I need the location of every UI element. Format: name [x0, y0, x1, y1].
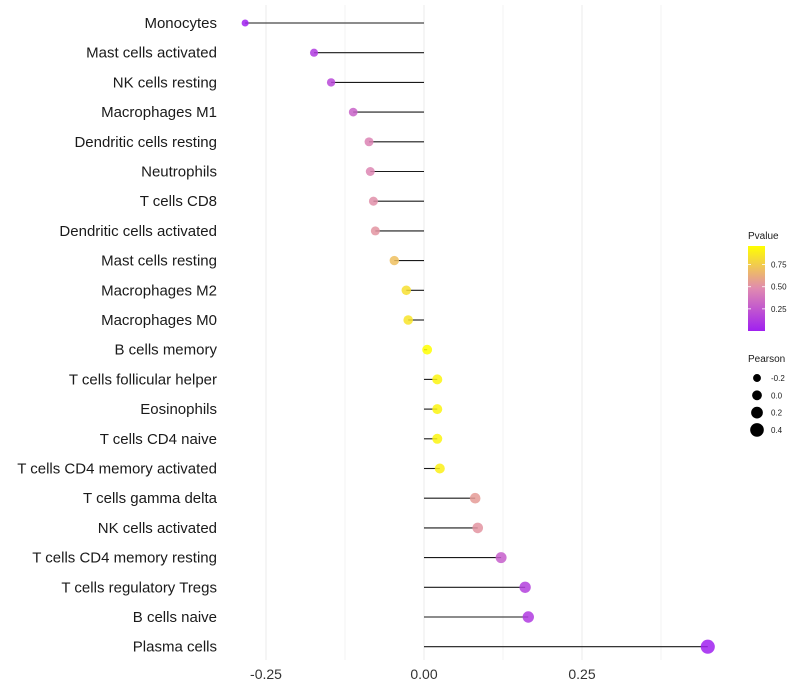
lollipop-dot: [422, 344, 433, 355]
x-axis-tick-labels: -0.25 0.00 0.25: [250, 666, 596, 682]
lollipop-dot: [370, 226, 380, 236]
y-axis-label: Macrophages M2: [101, 282, 217, 299]
y-axis-label: Eosinophils: [140, 401, 217, 418]
lollipop-dot: [432, 374, 443, 385]
lollipop-dot: [495, 552, 507, 564]
size-legend-label: -0.2: [771, 374, 785, 383]
lollipop-dot: [432, 404, 443, 415]
lollipop-dot: [389, 255, 399, 266]
colorbar-tick-label: 0.25: [771, 305, 787, 314]
size-legend-dot: [753, 374, 761, 382]
pvalue-legend-title: Pvalue: [748, 231, 779, 242]
y-axis-label: B cells memory: [114, 342, 217, 359]
y-axis-label: T cells CD4 naive: [100, 431, 217, 448]
y-axis-label: T cells regulatory Tregs: [61, 579, 217, 596]
x-tick-label: 0.25: [568, 666, 595, 682]
y-axis-label: Mast cells activated: [86, 45, 217, 62]
y-axis-label: Monocytes: [144, 15, 217, 32]
lollipop-dot: [401, 285, 412, 296]
x-tick-label: 0.00: [410, 666, 437, 682]
y-axis-label: T cells CD8: [140, 193, 217, 210]
y-axis-label: T cells CD4 memory resting: [32, 550, 217, 567]
y-axis-label: Macrophages M0: [101, 312, 217, 329]
lollipop-dot: [522, 611, 534, 623]
lollipop-dot: [348, 107, 358, 117]
y-axis-label: Mast cells resting: [101, 253, 217, 270]
y-axis-label: NK cells activated: [98, 520, 217, 537]
pearson-legend-title: Pearson: [748, 354, 785, 365]
lollipop-dot: [469, 492, 481, 504]
lollipop-dot: [432, 433, 443, 444]
y-axis-label: T cells CD4 memory activated: [17, 461, 217, 478]
lollipop-dot: [368, 196, 378, 206]
y-axis-label: T cells gamma delta: [83, 490, 218, 507]
y-axis-label: NK cells resting: [113, 74, 217, 91]
lollipop-dots: [241, 19, 715, 654]
size-legend-label: 0.2: [771, 409, 783, 418]
size-legend-label: 0.4: [771, 426, 783, 435]
lollipop-dot: [434, 463, 445, 474]
lollipop-segments: [245, 22, 708, 648]
lollipop-dot: [326, 78, 336, 87]
y-axis-labels: Monocytes Mast cells activated NK cells re…: [17, 15, 217, 656]
pvalue-colorbar: [748, 246, 765, 331]
colorbar-tick-label: 0.50: [771, 283, 787, 292]
size-legend-dot: [752, 390, 762, 401]
y-axis-label: B cells naive: [133, 609, 217, 626]
y-axis-label: Dendritic cells activated: [59, 223, 217, 240]
lollipop-dot: [365, 167, 375, 176]
size-legend-label: 0.0: [771, 391, 783, 400]
gridlines: [265, 5, 662, 660]
y-axis-label: T cells follicular helper: [69, 371, 217, 388]
pearson-legend: Pearson -0.2 0.0 0.2 0.4: [748, 354, 785, 437]
y-axis-label: Neutrophils: [141, 164, 217, 181]
colorbar-tick-label: 0.75: [771, 261, 787, 270]
lollipop-dot: [700, 639, 715, 654]
lollipop-dot: [403, 315, 413, 325]
y-axis-label: Plasma cells: [133, 639, 217, 656]
lollipop-dot: [309, 48, 319, 57]
y-axis-label: Macrophages M1: [101, 104, 217, 121]
lollipop-dot: [241, 19, 249, 27]
lollipop-dot: [364, 137, 374, 147]
x-tick-label: -0.25: [250, 666, 282, 682]
pvalue-legend: Pvalue 0.75 0.50 0.25: [748, 231, 787, 331]
y-axis-label: Dendritic cells resting: [74, 134, 217, 151]
lollipop-dot: [519, 581, 531, 593]
lollipop-dot: [472, 522, 484, 534]
size-legend-dot: [750, 423, 764, 437]
size-legend-dot: [751, 406, 763, 419]
